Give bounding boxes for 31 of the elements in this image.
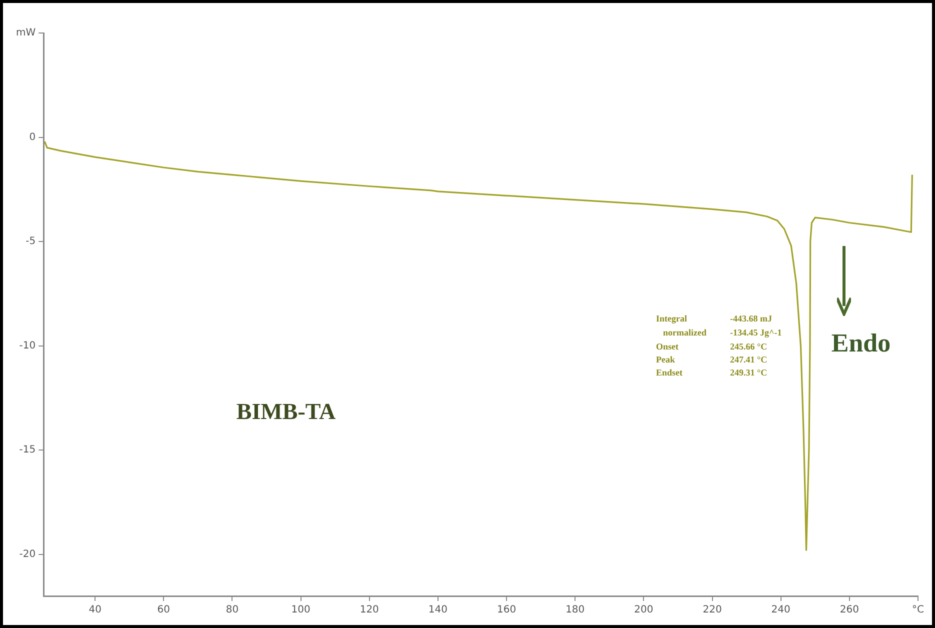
y-tick-label: -10 [19, 340, 36, 352]
annotation: Peak [656, 354, 675, 364]
annotation: normalized [663, 327, 706, 338]
x-tick-label: 180 [566, 604, 585, 616]
annotation: Endo [831, 328, 891, 358]
x-tick-label: 220 [702, 604, 722, 616]
x-tick-label: 40 [88, 604, 102, 616]
y-tick-label: mW [16, 28, 36, 39]
annotation: Endset [656, 367, 683, 378]
annotation: Onset [656, 341, 679, 352]
annotation: Integral [656, 313, 688, 324]
x-tick-label: 60 [157, 604, 170, 616]
y-tick-label: -20 [19, 548, 36, 560]
y-tick-label: 0 [29, 132, 36, 143]
x-tick-label: °C [912, 604, 924, 616]
x-tick-label: 120 [360, 604, 379, 616]
x-tick-label: 80 [226, 604, 239, 616]
x-tick-label: 240 [771, 604, 790, 616]
annotation: 249.31 °C [730, 367, 768, 378]
x-tick-label: 140 [428, 604, 448, 616]
x-tick-label: 100 [291, 604, 310, 616]
x-tick-label: 160 [496, 604, 516, 616]
x-tick-label: 200 [634, 604, 654, 616]
annotation: -134.45 Jg^-1 [730, 327, 782, 338]
annotation: BIMB-TA [236, 398, 336, 424]
y-tick-label: -15 [19, 444, 36, 456]
annotation: -443.68 mJ [730, 313, 772, 324]
x-tick-label: 260 [840, 604, 859, 616]
y-tick-label: -5 [26, 236, 36, 248]
annotation: 245.66 °C [730, 341, 768, 352]
annotation: 247.41 °C [730, 354, 768, 364]
